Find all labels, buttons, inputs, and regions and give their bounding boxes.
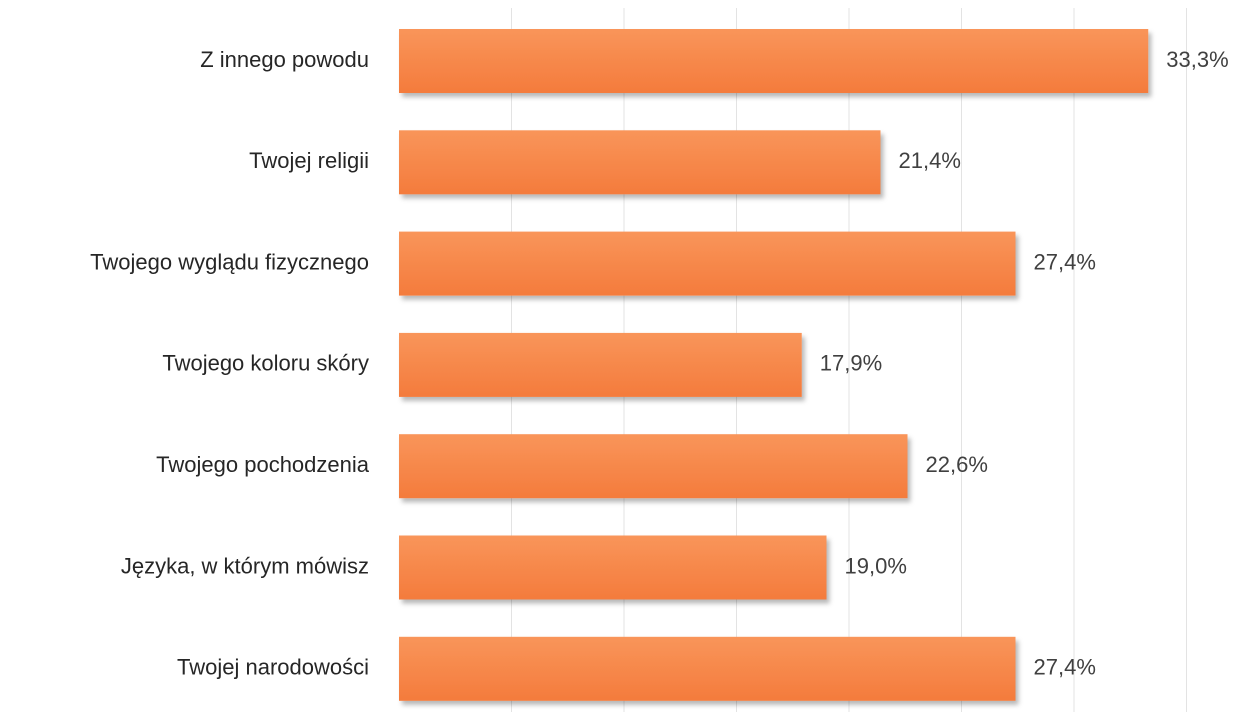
category-label: Twojego pochodzenia	[156, 452, 370, 477]
category-label: Twojego koloru skóry	[162, 351, 369, 376]
data-label: 21,4%	[899, 148, 961, 173]
bar	[399, 332, 802, 397]
data-label: 33,3%	[1166, 47, 1228, 72]
data-label: 27,4%	[1034, 249, 1096, 274]
category-label: Twojego wyglądu fizycznego	[90, 249, 369, 274]
data-label: 22,6%	[926, 452, 988, 477]
labels: Z innego powodu 33,3% Twojej religii 21,4% T…	[90, 47, 1228, 680]
data-label: 19,0%	[845, 553, 907, 578]
category-label: Twojej narodowości	[177, 655, 369, 680]
category-label: Twojej religii	[249, 148, 369, 173]
bar	[399, 29, 1149, 93]
category-label: Języka, w którym mówisz	[121, 553, 369, 578]
bars	[399, 29, 1149, 701]
data-label: 27,4%	[1034, 655, 1096, 680]
category-label: Z innego powodu	[200, 47, 369, 72]
bar	[399, 636, 1016, 701]
bar	[399, 535, 827, 600]
bar	[399, 130, 881, 195]
data-label: 17,9%	[820, 351, 882, 376]
bar	[399, 231, 1016, 296]
bar	[399, 434, 908, 499]
